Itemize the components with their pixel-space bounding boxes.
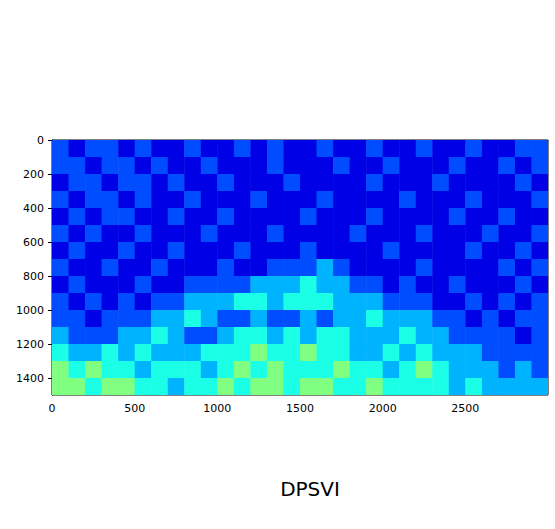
svg-text:0: 0 bbox=[37, 134, 44, 147]
svg-text:2000: 2000 bbox=[369, 402, 397, 415]
svg-text:400: 400 bbox=[23, 202, 44, 215]
svg-text:1500: 1500 bbox=[286, 402, 314, 415]
svg-text:800: 800 bbox=[23, 270, 44, 283]
svg-text:500: 500 bbox=[124, 402, 145, 415]
svg-text:0: 0 bbox=[49, 402, 56, 415]
svg-text:1400: 1400 bbox=[16, 372, 44, 385]
svg-text:600: 600 bbox=[23, 236, 44, 249]
svg-text:200: 200 bbox=[23, 168, 44, 181]
svg-text:1000: 1000 bbox=[16, 304, 44, 317]
svg-text:DPSVI: DPSVI bbox=[280, 477, 340, 501]
svg-text:1200: 1200 bbox=[16, 338, 44, 351]
svg-text:1000: 1000 bbox=[203, 402, 231, 415]
svg-text:2500: 2500 bbox=[451, 402, 479, 415]
